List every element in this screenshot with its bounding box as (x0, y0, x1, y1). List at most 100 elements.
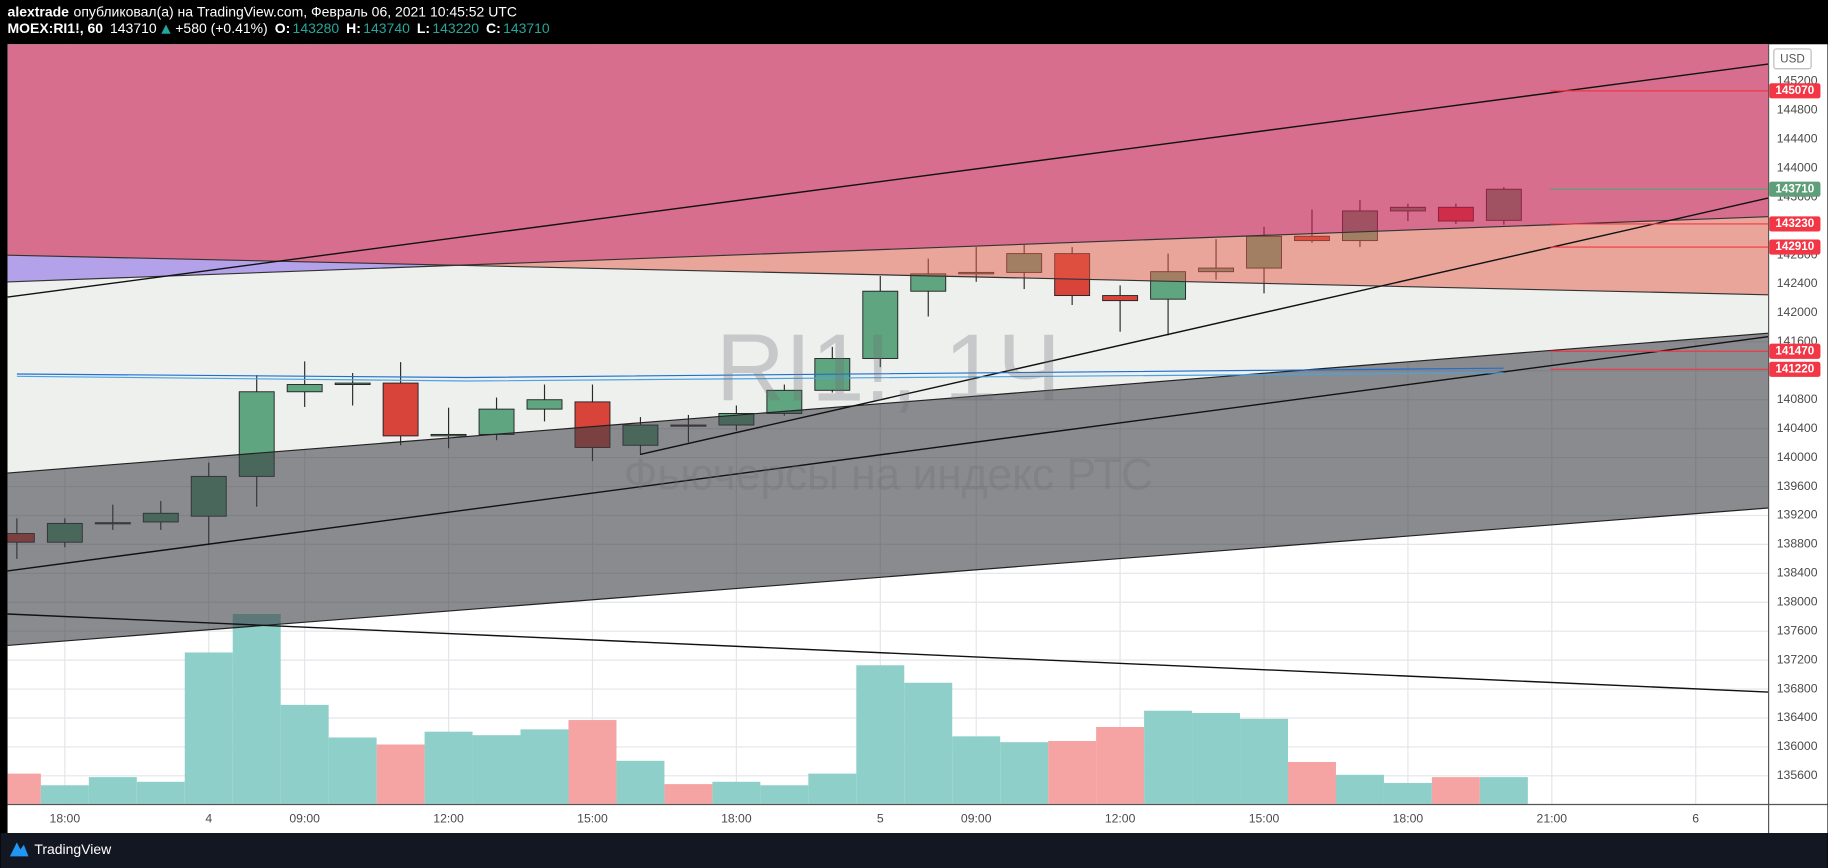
volume-bar (856, 665, 905, 804)
volume-bar (1048, 741, 1097, 804)
header-text: +580 (+0.41%) (175, 20, 267, 36)
header-text: O: (275, 20, 291, 36)
brand[interactable]: TradingView (34, 841, 112, 857)
candle-body (526, 399, 563, 410)
price-label: 141470 (1775, 344, 1814, 357)
price-label: 142910 (1775, 240, 1814, 253)
y-tick-label: 138400 (1777, 566, 1818, 580)
header: alextrade опубликовал(а) на TradingView.c… (8, 4, 550, 36)
volume-bar (1096, 727, 1145, 804)
volume-bar (184, 652, 233, 804)
volume-bar (1335, 774, 1384, 804)
price-label-box (1769, 343, 1821, 359)
price-label: 143710 (1775, 182, 1814, 195)
x-tick-label: 15:00 (1249, 811, 1280, 825)
volume-bar (424, 731, 473, 804)
x-tick-label: 6 (1692, 811, 1699, 825)
currency-box[interactable] (1773, 48, 1812, 70)
header-text: alextrade (8, 4, 70, 20)
volume-bar (328, 737, 377, 804)
header-text: 143710 (110, 20, 157, 36)
header-text: L: (417, 20, 430, 36)
volume-bar (88, 777, 137, 804)
trend-line (7, 613, 1769, 693)
candle-body (862, 290, 899, 359)
header-text: MOEX:RI1!, 60 (8, 20, 104, 36)
y-tick-label: 144400 (1777, 132, 1818, 146)
y-tick-label: 140400 (1777, 421, 1818, 435)
trend-line (7, 507, 1769, 647)
purple-zone (7, 255, 458, 282)
volume-bar (1000, 742, 1049, 804)
price-label-box (1769, 361, 1821, 377)
y-tick-label: 142400 (1777, 276, 1818, 290)
volume-bar (1240, 718, 1289, 804)
x-tick-label: 09:00 (961, 811, 992, 825)
trend-line (7, 332, 1769, 474)
volume-bar (712, 781, 761, 804)
y-tick-label: 138000 (1777, 594, 1818, 608)
volume-bar (376, 744, 425, 804)
watermark-subtitle: Фьючерсы на индекс РТС (624, 450, 1153, 499)
x-tick-label: 12:00 (1105, 811, 1136, 825)
x-tick-label: 18:00 (1393, 811, 1424, 825)
watermark: RI1!, 1Ч (716, 315, 1061, 421)
candle-body (478, 408, 515, 435)
x-tick-label: 09:00 (289, 811, 320, 825)
logo[interactable] (9, 842, 29, 857)
trend-line (7, 216, 1769, 283)
x-tick-label: 15:00 (577, 811, 608, 825)
price-label: 145070 (1775, 84, 1814, 97)
y-tick-label: 135600 (1777, 768, 1818, 782)
header-text: 143220 (432, 20, 479, 36)
price-label-box (1769, 216, 1821, 232)
price-lines (1550, 90, 1769, 370)
volume-bar (40, 785, 89, 804)
y-tick-label: 139600 (1777, 479, 1818, 493)
candle-body (286, 384, 323, 393)
volume-bar (520, 729, 569, 804)
volume-bar (1144, 710, 1193, 804)
price-label: 143230 (1775, 217, 1814, 230)
price-label-box (1769, 181, 1821, 197)
trend-line (7, 254, 1769, 296)
moving-average (16, 372, 1504, 382)
volume-bar (904, 682, 953, 804)
y-tick-label: 144800 (1777, 103, 1818, 117)
volume-bar (952, 736, 1001, 804)
price-label-box (1769, 83, 1821, 99)
up-arrow (161, 24, 171, 34)
volume-bar (568, 720, 617, 804)
x-tick-label: 21:00 (1537, 811, 1568, 825)
header-text: 143710 (503, 20, 550, 36)
price-label-box (1769, 239, 1821, 255)
x-tick-label: 12:00 (433, 811, 464, 825)
footer-bar (0, 833, 1828, 868)
currency: USD (1780, 52, 1805, 65)
grey-channel (7, 333, 1769, 646)
axes: 135600 136000 136400 136800 137200 137600 1380… (50, 74, 1821, 825)
y-tick-label: 144000 (1777, 160, 1818, 174)
header-text: H: (346, 20, 361, 36)
y-tick-label: 142000 (1777, 305, 1818, 319)
header-text: C: (486, 20, 501, 36)
y-tick-label: 136800 (1777, 681, 1818, 695)
volume-bar (280, 704, 329, 804)
volume-bar (808, 773, 857, 804)
volume-bar (1479, 777, 1528, 804)
y-tick-label: 137600 (1777, 623, 1818, 637)
x-tick-label: 4 (205, 811, 212, 825)
volume-bar (1431, 777, 1480, 804)
header-text: 143280 (293, 20, 340, 36)
trend-line (640, 197, 1769, 456)
y-tick-label: 140800 (1777, 392, 1818, 406)
volume-bar (232, 614, 281, 804)
volume-bar (760, 785, 809, 804)
volume-bar (1383, 782, 1432, 804)
trend-line (7, 336, 1769, 572)
y-tick-label: 139200 (1777, 508, 1818, 522)
salmon-zone (457, 216, 1769, 295)
y-tick-label: 136400 (1777, 710, 1818, 724)
